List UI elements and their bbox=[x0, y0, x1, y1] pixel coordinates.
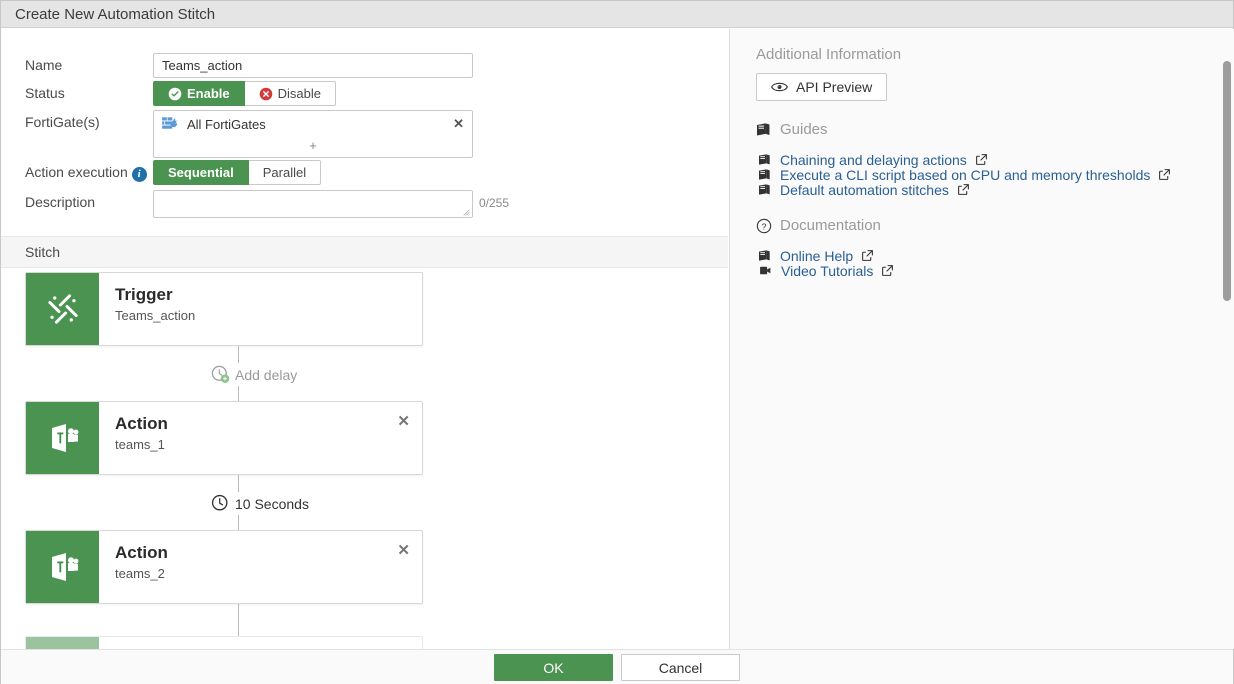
svg-text:?: ? bbox=[762, 221, 767, 231]
